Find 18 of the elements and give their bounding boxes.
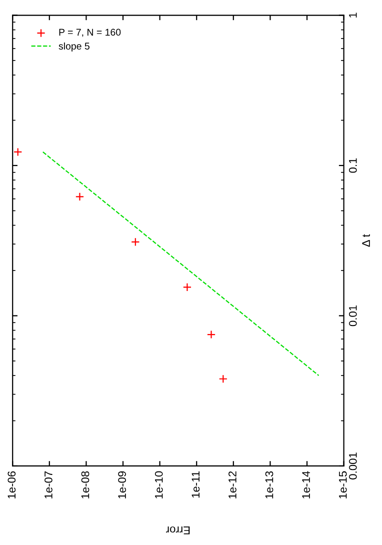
y-tick-label: 0.001 xyxy=(348,452,357,480)
y-tick-label: 1 xyxy=(349,12,357,18)
x-tick-label: 1e-11 xyxy=(192,471,200,498)
x-tick-label: 1e-09 xyxy=(118,471,126,498)
x-tick-label: 1e-15 xyxy=(339,471,347,498)
y-axis-title: Δ t xyxy=(362,234,370,247)
x-tick-label: 1e-14 xyxy=(302,471,310,498)
y-tick-label: 0.1 xyxy=(348,158,357,173)
x-tick-label: 1e-12 xyxy=(228,471,236,498)
x-tick-label: 1e-07 xyxy=(44,471,52,498)
x-tick-label: 1e-10 xyxy=(154,471,163,498)
y-tick-label: 0.01 xyxy=(348,305,357,326)
legend-label: P = 7, N = 160 xyxy=(59,28,121,37)
legend-label: slope 5 xyxy=(58,42,90,52)
x-tick-label: 1e-08 xyxy=(81,471,90,498)
x-axis-title: Error xyxy=(166,526,190,534)
x-tick-label: 1e-13 xyxy=(265,471,274,498)
x-tick-label: 1e-06 xyxy=(8,471,16,498)
